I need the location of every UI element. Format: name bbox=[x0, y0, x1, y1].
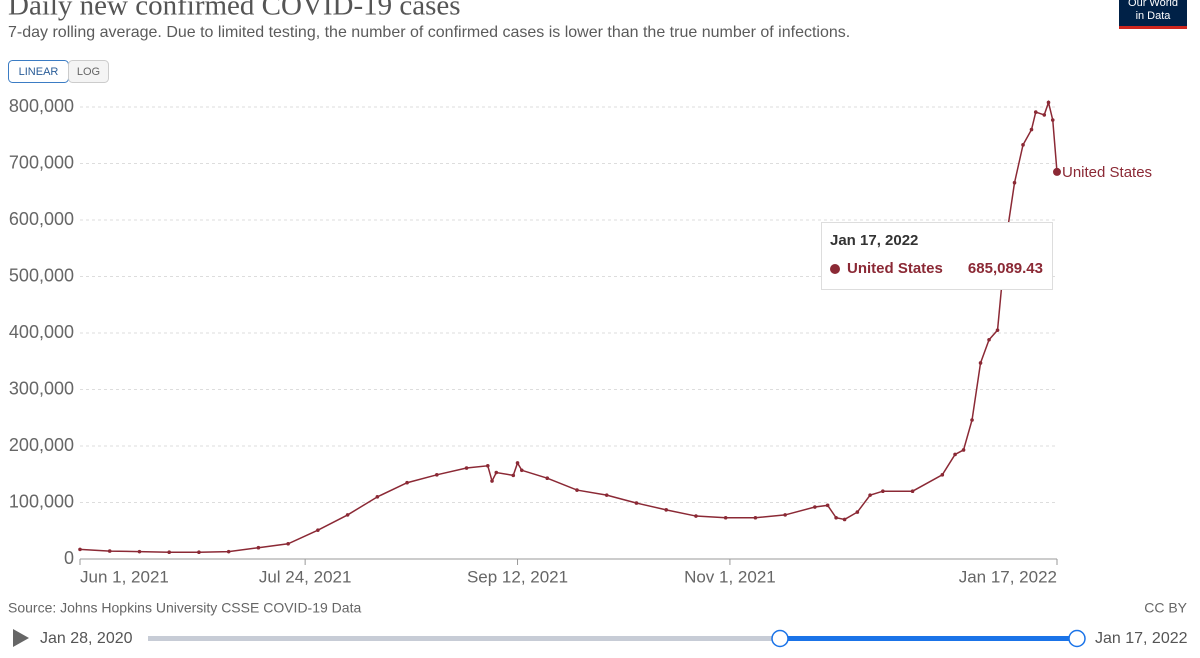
point bbox=[511, 473, 516, 478]
point bbox=[78, 547, 82, 552]
point bbox=[519, 468, 524, 473]
logo[interactable] bbox=[1119, 0, 1187, 28]
point bbox=[825, 503, 830, 508]
point bbox=[345, 513, 350, 517]
point bbox=[910, 489, 915, 494]
point bbox=[405, 480, 409, 485]
point bbox=[435, 473, 439, 477]
logo-text: in Data bbox=[1136, 10, 1172, 22]
y-tick-label: 600,000 bbox=[9, 209, 74, 229]
point bbox=[316, 528, 320, 532]
tooltip-date: Jan 17, 2022 bbox=[830, 232, 918, 249]
point bbox=[783, 513, 787, 517]
point bbox=[515, 461, 520, 465]
point bbox=[197, 550, 201, 555]
timeline-start: Jan 28, 2020 bbox=[40, 630, 133, 647]
point bbox=[753, 515, 758, 520]
point bbox=[256, 545, 261, 550]
log-button[interactable] bbox=[68, 60, 109, 83]
point bbox=[490, 479, 494, 483]
point bbox=[286, 541, 290, 546]
point bbox=[604, 493, 609, 497]
point bbox=[107, 549, 112, 553]
y-tick-label: 300,000 bbox=[9, 378, 74, 398]
point bbox=[464, 466, 469, 470]
point bbox=[723, 515, 728, 520]
y-tick-label: 400,000 bbox=[9, 322, 74, 342]
point bbox=[961, 448, 966, 452]
point bbox=[995, 328, 1000, 332]
timeline-track[interactable] bbox=[148, 636, 1077, 641]
license[interactable]: CC BY bbox=[1144, 600, 1187, 616]
point bbox=[868, 493, 872, 497]
point bbox=[1042, 113, 1047, 117]
x-tick-label: Jan 17, 2022 bbox=[959, 567, 1057, 586]
x-tick-label: Jul 24, 2021 bbox=[259, 567, 352, 586]
point bbox=[1050, 118, 1055, 122]
point bbox=[813, 505, 817, 509]
point bbox=[1021, 143, 1025, 147]
point bbox=[485, 463, 490, 468]
timeline-handle[interactable] bbox=[1068, 629, 1086, 648]
timeline-range bbox=[780, 636, 1077, 641]
point bbox=[970, 418, 974, 422]
button-label: LOG bbox=[77, 66, 100, 78]
button-label: LINEAR bbox=[19, 66, 59, 78]
y-tick-label: 700,000 bbox=[9, 152, 74, 172]
point bbox=[1033, 110, 1038, 114]
point bbox=[1029, 127, 1034, 132]
x-tick-label: Jun 1, 2021 bbox=[80, 567, 169, 586]
point bbox=[978, 361, 983, 365]
source: Source: Johns Hopkins University CSSE CO… bbox=[8, 600, 361, 616]
point bbox=[494, 470, 499, 475]
y-tick-label: 200,000 bbox=[9, 435, 74, 455]
play-button[interactable] bbox=[13, 629, 29, 647]
x-tick-label: Sep 12, 2021 bbox=[467, 567, 568, 586]
point bbox=[1012, 180, 1017, 185]
timeline-end: Jan 17, 2022 bbox=[1095, 630, 1188, 647]
logo-text: Our World bbox=[1128, 0, 1178, 9]
point bbox=[694, 514, 698, 518]
point bbox=[940, 473, 945, 477]
point bbox=[953, 452, 957, 457]
point bbox=[226, 549, 231, 554]
tooltip-box bbox=[821, 222, 1053, 290]
tooltip-dot bbox=[830, 264, 840, 274]
chart-title: Daily new confirmed COVID-19 cases bbox=[8, 0, 461, 22]
point bbox=[375, 495, 380, 499]
tooltip-series: United States bbox=[847, 260, 943, 277]
y-tick-label: 100,000 bbox=[9, 491, 74, 511]
tooltip: Jan 17, 2022 United States 685,089.43 bbox=[821, 222, 1053, 290]
plot-area: 0 100,000 200,000 300,000 400,000 500,000 600,… bbox=[9, 96, 1152, 587]
point bbox=[575, 488, 579, 492]
y-tick-label: 0 bbox=[64, 548, 74, 568]
point bbox=[1046, 100, 1051, 105]
x-tick-label: Nov 1, 2021 bbox=[684, 567, 776, 586]
chart-subtitle: 7-day rolling average. Due to limited te… bbox=[8, 24, 850, 41]
point bbox=[834, 515, 838, 520]
series-label: United States bbox=[1062, 164, 1152, 181]
point bbox=[167, 550, 172, 555]
point bbox=[842, 517, 847, 522]
y-tick-label: 800,000 bbox=[9, 96, 74, 116]
point bbox=[137, 549, 142, 554]
point bbox=[664, 508, 668, 512]
point bbox=[545, 476, 550, 481]
line bbox=[79, 99, 1058, 553]
y-tick-label: 500,000 bbox=[9, 265, 74, 285]
logo-bar bbox=[1119, 26, 1187, 29]
point bbox=[881, 489, 885, 494]
timeline-handle[interactable] bbox=[771, 629, 789, 648]
point bbox=[987, 337, 991, 342]
point bbox=[1053, 167, 1061, 176]
tooltip-value: 685,089.43 bbox=[968, 260, 1043, 277]
point bbox=[634, 501, 639, 505]
point bbox=[855, 510, 860, 514]
